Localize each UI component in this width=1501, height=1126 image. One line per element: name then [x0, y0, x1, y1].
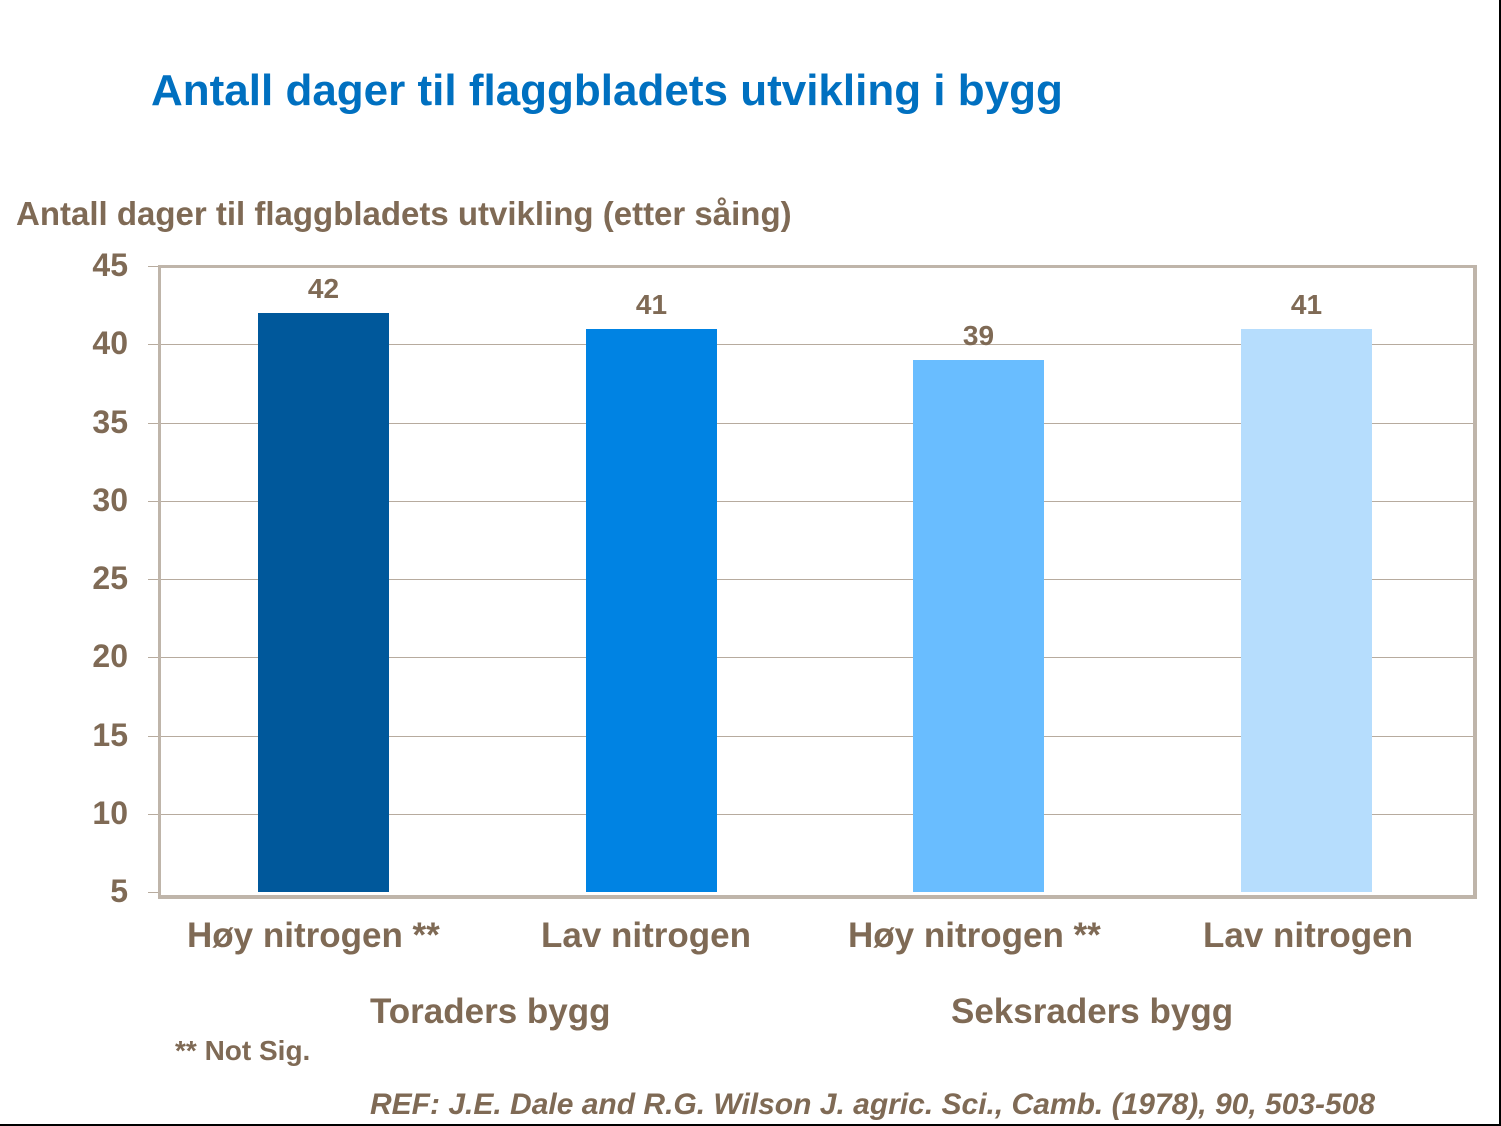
reference-citation: REF: J.E. Dale and R.G. Wilson J. agric.…: [370, 1088, 1376, 1121]
gridline: [161, 813, 1473, 815]
gridline: [161, 735, 1473, 737]
y-axis-label: Antall dager til flaggbladets utvikling …: [16, 195, 792, 232]
slide-border-bottom: [0, 1124, 1501, 1126]
y-tick-label: 10: [92, 795, 128, 831]
x-category-label: Lav nitrogen: [541, 916, 752, 955]
gridline: [161, 344, 1473, 346]
x-group-label: Toraders bygg: [370, 992, 611, 1031]
y-tick-label: 15: [92, 717, 128, 753]
bar: [258, 313, 389, 892]
bar-value-label: 42: [307, 273, 340, 304]
x-category-label: Lav nitrogen: [1203, 916, 1414, 955]
y-tick-mark: [148, 657, 158, 658]
y-tick-mark: [148, 501, 158, 502]
bar-value-label: 41: [635, 289, 668, 320]
y-tick-label: 35: [92, 404, 128, 440]
bar-value-label: 41: [1290, 289, 1323, 320]
bar: [1241, 329, 1372, 892]
y-tick-mark: [148, 266, 158, 267]
gridline: [161, 422, 1473, 424]
y-tick-mark: [148, 892, 158, 893]
slide-title: Antall dager til flaggbladets utvikling …: [151, 66, 1063, 115]
slide-border-right: [1499, 0, 1501, 1126]
y-tick-mark: [148, 423, 158, 424]
y-tick-mark: [148, 814, 158, 815]
bar: [586, 329, 717, 892]
y-tick-label: 30: [92, 482, 128, 518]
gridline: [161, 579, 1473, 580]
y-tick-label: 45: [92, 247, 128, 283]
plot-area: [158, 265, 1477, 899]
x-group-label: Seksraders bygg: [951, 992, 1234, 1031]
x-category-label: Høy nitrogen **: [187, 916, 440, 955]
y-tick-label: 40: [92, 325, 128, 361]
x-category-label: Høy nitrogen **: [848, 916, 1101, 955]
gridline: [161, 500, 1473, 502]
bar: [913, 360, 1044, 892]
y-tick-mark: [148, 736, 158, 737]
y-tick-mark: [148, 344, 158, 345]
y-tick-label: 5: [110, 873, 128, 909]
y-tick-label: 20: [92, 638, 128, 674]
bar-value-label: 39: [962, 320, 995, 351]
significance-note: ** Not Sig.: [175, 1035, 311, 1066]
y-tick-label: 25: [92, 560, 128, 596]
gridline: [161, 657, 1473, 659]
y-tick-mark: [148, 579, 158, 580]
